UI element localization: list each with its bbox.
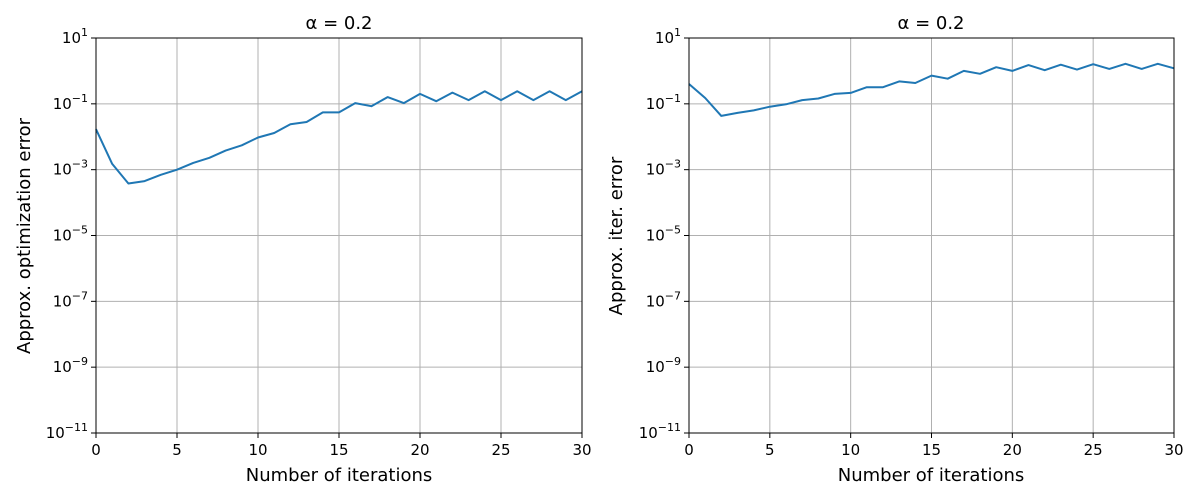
left-chart-xlabel: Number of iterations (246, 465, 433, 486)
left-x-tick-label: 10 (248, 441, 267, 459)
right-y-tick-label: 10−1 (646, 92, 681, 113)
left-x-tick-label: 5 (172, 441, 182, 459)
right-x-tick-label: 10 (841, 441, 860, 459)
left-plot-frame (95, 37, 583, 434)
left-x-tick-label: 15 (329, 441, 348, 459)
left-y-tick-label: 10−7 (53, 289, 88, 310)
left-chart-title: α = 0.2 (305, 13, 372, 34)
right-x-tick-label: 5 (765, 441, 775, 459)
right-y-tick-label: 10−7 (646, 289, 681, 310)
left-y-tick-label: 10−11 (46, 421, 88, 442)
right-chart-ylabel: Approx. iter. error (606, 156, 627, 315)
right-y-tick-label: 10−9 (646, 355, 681, 376)
right-plot-frame (688, 37, 1175, 434)
right-x-tick-label: 15 (922, 441, 941, 459)
right-x-tick-label: 25 (1084, 441, 1103, 459)
right-chart-panel: α = 0.2 Number of iterations Approx. ite… (606, 13, 1184, 486)
left-x-tick-label: 0 (91, 441, 101, 459)
right-chart-title: α = 0.2 (897, 13, 964, 34)
left-chart-panel: α = 0.2 Number of iterations Approx. opt… (14, 13, 592, 486)
right-chart-xlabel: Number of iterations (838, 465, 1025, 486)
right-series-line-0 (688, 62, 1175, 117)
left-y-tick-label: 10−5 (53, 224, 88, 245)
left-x-tick-label: 25 (491, 441, 510, 459)
right-x-tick-label: 0 (684, 441, 694, 459)
right-y-tick-label: 10−3 (646, 158, 681, 179)
left-y-tick-label: 10−1 (53, 92, 88, 113)
right-y-tick-label: 10−5 (646, 224, 681, 245)
left-x-tick-label: 20 (410, 441, 429, 459)
right-x-tick-label: 20 (1003, 441, 1022, 459)
right-x-tick-label: 30 (1164, 441, 1183, 459)
left-y-tick-label: 10−9 (53, 355, 88, 376)
left-series-line-0 (95, 90, 583, 185)
left-y-tick-label: 10−3 (53, 158, 88, 179)
left-chart-ylabel: Approx. optimization error (14, 117, 35, 354)
right-y-tick-label: 101 (655, 26, 681, 47)
right-y-tick-label: 10−11 (639, 421, 681, 442)
left-x-tick-label: 30 (572, 441, 591, 459)
left-y-tick-label: 101 (62, 26, 88, 47)
